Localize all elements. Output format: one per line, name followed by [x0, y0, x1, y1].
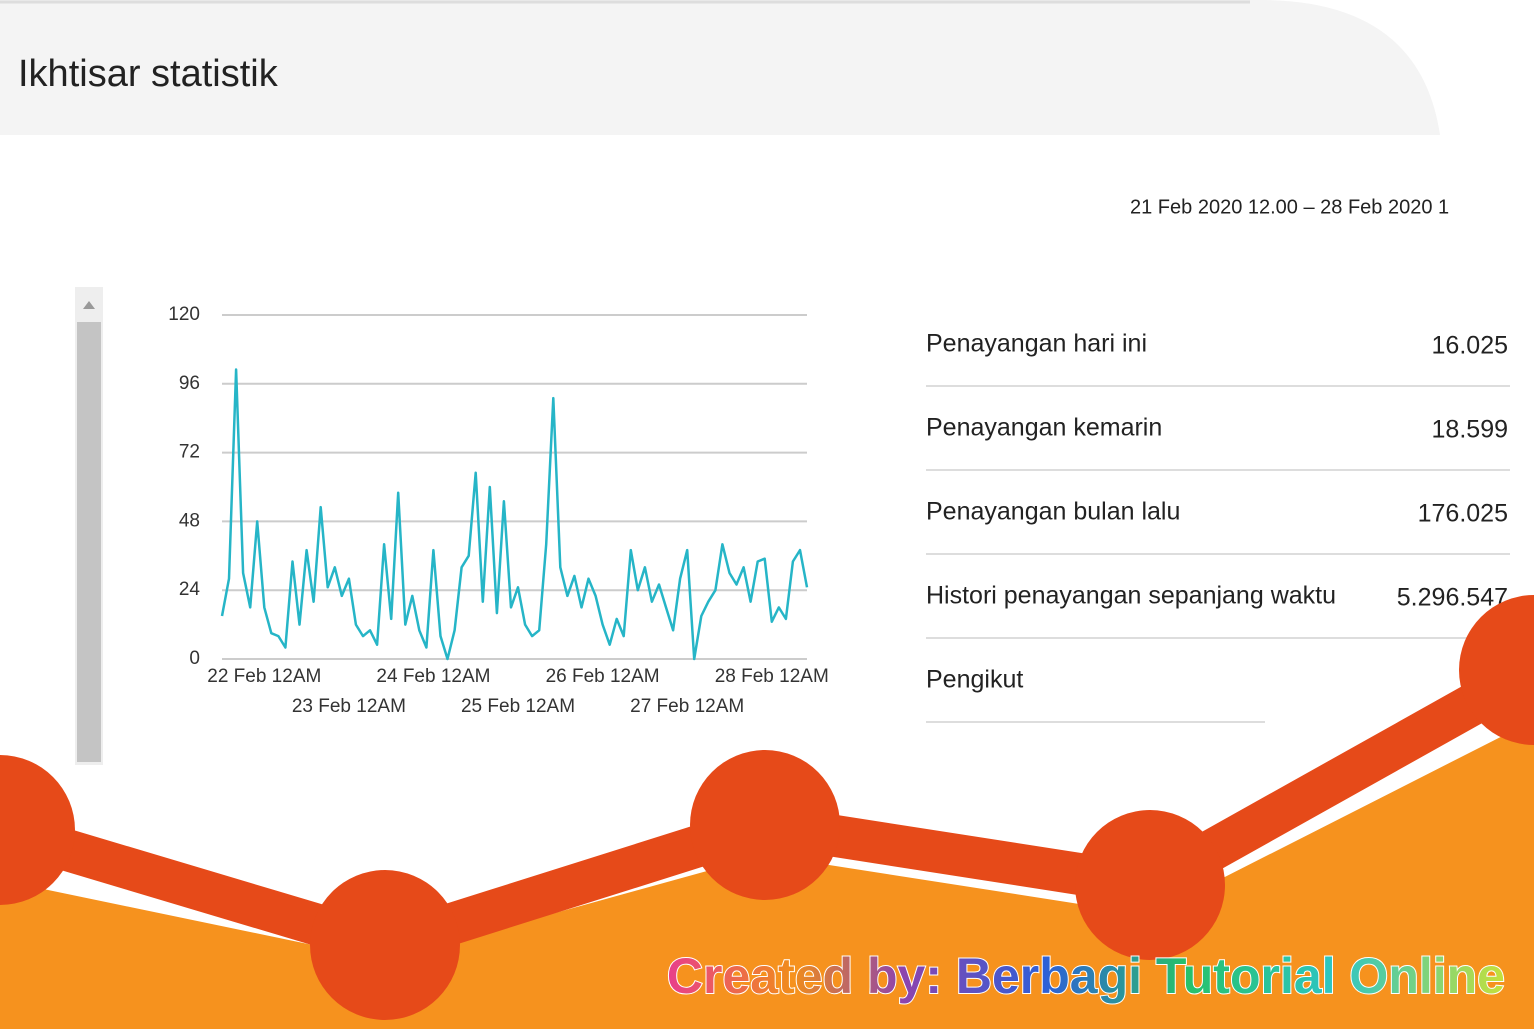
y-tick-label: 96 — [179, 373, 200, 394]
watermark: Created by: Berbagi Tutorial Online — [667, 948, 1505, 1004]
y-tick-label: 120 — [168, 304, 200, 325]
page-title: Ikhtisar statistik — [18, 53, 279, 95]
stat-value: 16.025 — [1432, 332, 1508, 360]
y-tick-label: 0 — [189, 648, 200, 669]
header-bar — [0, 0, 1440, 135]
x-tick-label: 27 Feb 12AM — [630, 696, 744, 717]
decor-dot — [690, 750, 840, 900]
stat-value: 5.296.547 — [1397, 584, 1508, 612]
stat-label: Penayangan bulan lalu — [926, 498, 1180, 526]
x-tick-label: 23 Feb 12AM — [292, 696, 406, 717]
scroll-up-button[interactable] — [83, 301, 95, 309]
decor-dot — [1459, 595, 1534, 745]
y-tick-label: 72 — [179, 442, 200, 463]
x-tick-label: 28 Feb 12AM — [715, 666, 829, 687]
y-tick-label: 48 — [179, 510, 200, 531]
stat-value: 176.025 — [1418, 500, 1508, 528]
y-tick-label: 24 — [179, 579, 201, 600]
scrollbar-thumb[interactable] — [77, 322, 101, 762]
x-tick-label: 25 Feb 12AM — [461, 696, 575, 717]
decor-dot — [310, 870, 460, 1020]
stat-label: Penayangan hari ini — [926, 330, 1147, 358]
x-tick-label: 26 Feb 12AM — [546, 666, 660, 687]
stat-label: Histori penayangan sepanjang waktu — [926, 582, 1336, 610]
stat-label: Penayangan kemarin — [926, 414, 1162, 442]
decoration — [0, 595, 1534, 1029]
x-tick-label: 24 Feb 12AM — [376, 666, 490, 687]
x-tick-label: 22 Feb 12AM — [207, 666, 321, 687]
stat-value: 18.599 — [1432, 416, 1508, 444]
stat-label: Pengikut — [926, 666, 1023, 694]
decor-dot — [1075, 810, 1225, 960]
decor-dot — [0, 755, 75, 905]
data-line — [220, 368, 809, 661]
date-range: 21 Feb 2020 12.00 – 28 Feb 2020 1 — [1130, 196, 1449, 218]
